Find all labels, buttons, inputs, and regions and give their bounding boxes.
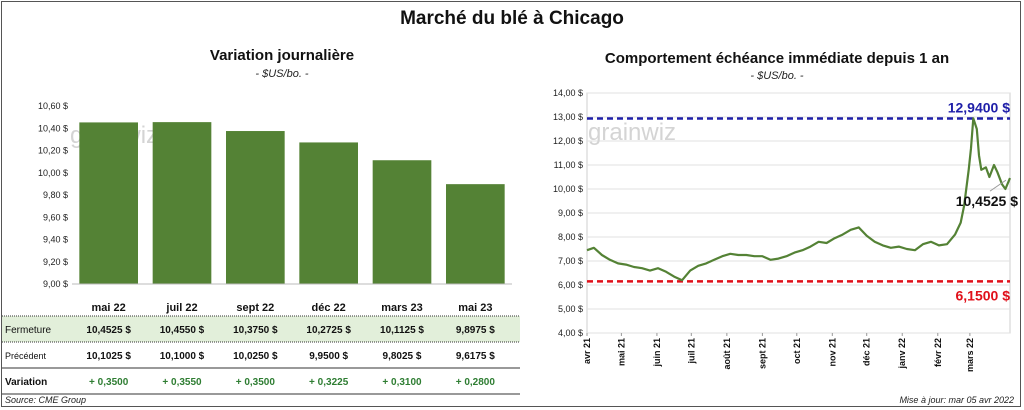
bar <box>226 131 285 284</box>
source-note: Source: CME Group <box>5 395 87 405</box>
bar <box>79 122 138 284</box>
bar <box>446 184 505 284</box>
table-cell: + 0,3500 <box>89 377 129 388</box>
table-cell: 10,1025 $ <box>86 351 131 362</box>
line-y-tick-label: 13,00 $ <box>553 112 583 122</box>
bar-y-tick-label: 9,60 $ <box>43 212 68 222</box>
last-value-label: 10,4525 $ <box>956 193 1018 209</box>
bar-category-label: mai 22 <box>92 302 126 314</box>
bar-category-label: juil 22 <box>165 302 197 314</box>
line-x-tick-label: juin 21 <box>652 338 662 368</box>
line-x-tick-label: nov 21 <box>827 338 837 367</box>
table-cell: 9,8025 $ <box>383 351 422 362</box>
bar <box>152 122 212 284</box>
table-cell: 10,4550 $ <box>160 325 205 336</box>
bar-y-tick-label: 10,40 $ <box>38 123 68 133</box>
bar-y-tick-label: 9,40 $ <box>43 235 68 245</box>
bar-category-label: déc 22 <box>312 302 346 314</box>
table-cell: + 0,2800 <box>456 377 496 388</box>
table-cell: + 0,3225 <box>309 377 349 388</box>
line-y-tick-label: 4,00 $ <box>558 328 583 338</box>
line-x-tick-label: déc 21 <box>862 338 872 366</box>
bar-chart-title: Variation journalière <box>209 47 355 64</box>
bar-y-tick-label: 10,60 $ <box>38 101 68 111</box>
line-x-tick-label: mars 22 <box>965 338 975 372</box>
table-cell: + 0,3500 <box>236 377 276 388</box>
bar-y-tick-label: 9,80 $ <box>43 190 68 200</box>
line-y-tick-label: 5,00 $ <box>558 304 583 314</box>
table-cell: 10,1000 $ <box>160 351 205 362</box>
line-x-tick-label: avr 21 <box>582 338 592 364</box>
bar <box>299 142 358 284</box>
line-chart-title: Comportement échéance immédiate depuis 1… <box>604 50 950 67</box>
table-cell: + 0,3100 <box>382 377 422 388</box>
table-cell: 10,2725 $ <box>306 325 351 336</box>
table-row-label: Précédent <box>5 351 47 361</box>
bar-chart-subtitle: - $US/bo. - <box>255 68 309 80</box>
line-x-tick-label: janv 22 <box>897 338 907 370</box>
table-cell: 10,1125 $ <box>380 325 424 336</box>
line-y-tick-label: 6,00 $ <box>558 280 583 290</box>
line-chart-subtitle: - $US/bo. - <box>750 70 804 82</box>
low-label: 6,1500 $ <box>956 287 1011 303</box>
table-cell: 10,3750 $ <box>233 325 278 336</box>
bar-category-label: sept 22 <box>236 302 274 314</box>
line-x-tick-label: sept 21 <box>757 338 767 369</box>
update-note: Mise à jour: mar 05 avr 2022 <box>899 395 1014 405</box>
table-row-label: Variation <box>5 377 47 388</box>
main-title: Marché du blé à Chicago <box>400 8 624 29</box>
table-cell: 10,4525 $ <box>86 325 131 336</box>
table-cell: 9,8975 $ <box>456 325 495 336</box>
bar-category-label: mars 23 <box>381 302 423 314</box>
line-x-tick-label: oct 21 <box>792 338 802 364</box>
bar-category-label: mai 23 <box>458 302 492 314</box>
table-cell: 10,0250 $ <box>233 351 278 362</box>
line-y-tick-label: 12,00 $ <box>553 136 583 146</box>
price-series-line <box>586 117 1012 282</box>
watermark-text: grainwiz <box>588 119 676 146</box>
bar-y-tick-label: 9,00 $ <box>43 279 68 289</box>
bar-y-tick-label: 10,00 $ <box>38 168 68 178</box>
table-cell: 9,9500 $ <box>309 351 348 362</box>
table-cell: + 0,3550 <box>162 377 202 388</box>
line-y-tick-label: 8,00 $ <box>558 232 583 242</box>
table-row-label: Fermeture <box>5 325 52 336</box>
table-highlight-row <box>2 316 520 342</box>
line-x-tick-label: mai 21 <box>616 338 626 366</box>
line-y-tick-label: 7,00 $ <box>558 256 583 266</box>
high-label: 12,9400 $ <box>948 99 1010 115</box>
last-value-leader <box>989 179 1007 192</box>
line-x-tick-label: févr 22 <box>933 338 943 367</box>
bar-chart-panel: 9,00 $ 9,20 $ 9,40 $ 9,60 $ 9,80 $ 10,00 $ 10,… <box>2 101 520 395</box>
bar-y-tick-label: 10,20 $ <box>38 146 68 156</box>
line-y-tick-label: 10,00 $ <box>553 184 583 194</box>
line-y-tick-label: 11,00 $ <box>554 160 583 170</box>
line-x-tick-label: juil 21 <box>686 338 696 365</box>
bar <box>372 160 432 284</box>
line-y-tick-label: 9,00 $ <box>558 208 583 218</box>
line-x-tick-label: août 21 <box>722 338 732 370</box>
line-y-tick-label: 14,00 $ <box>553 88 583 98</box>
table-cell: 9,6175 $ <box>456 351 495 362</box>
bar-y-tick-label: 9,20 $ <box>43 257 68 267</box>
